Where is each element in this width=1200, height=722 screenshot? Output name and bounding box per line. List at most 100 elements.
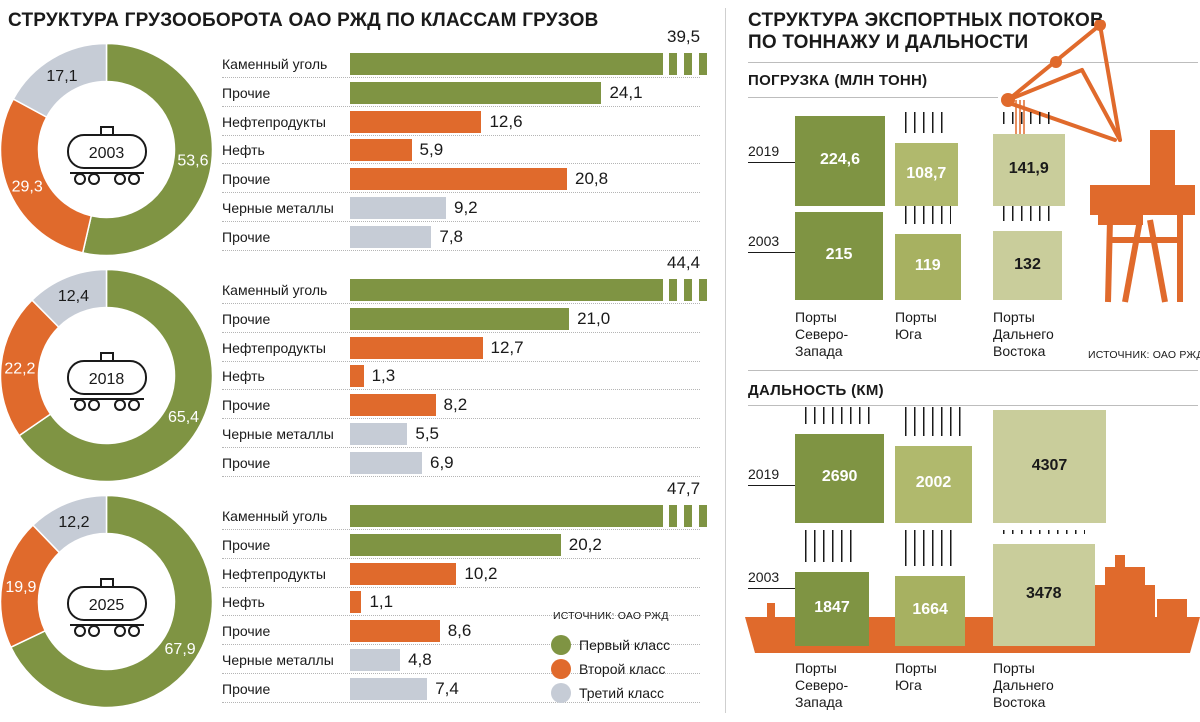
square-value: 224,6	[819, 151, 861, 168]
square-value: 3478	[1025, 585, 1062, 603]
wheel	[128, 173, 140, 185]
right-source: ИСТОЧНИК: ОАО РЖД	[1088, 349, 1200, 361]
bar-break-segment	[699, 53, 707, 75]
legend-swatch	[551, 683, 571, 703]
bar-value: 44,4	[667, 253, 701, 272]
value-square	[795, 572, 869, 646]
bar-value: 5,9	[419, 140, 444, 160]
donut-slice	[31, 495, 108, 554]
bar-value: 20,2	[568, 534, 602, 554]
bar-break-segment	[684, 279, 692, 301]
donut-year-label: 2025	[89, 597, 125, 614]
donut-slice-label: 65,4	[168, 409, 199, 426]
hatch-marks	[905, 206, 951, 225]
loading-rule	[748, 97, 998, 98]
bar-value: 47,7	[667, 479, 701, 498]
bar	[350, 81, 602, 104]
category-label: Прочие	[222, 623, 271, 640]
row-rule	[222, 447, 700, 448]
row-rule	[222, 192, 700, 194]
donut-slice-label: 17,1	[46, 68, 77, 85]
row-rule	[222, 586, 700, 588]
bar	[350, 110, 482, 133]
row-rule	[222, 163, 700, 165]
hatch-marks	[805, 530, 859, 562]
bar	[350, 562, 457, 585]
region-label: Порты Дальнего Востока	[993, 309, 1054, 359]
value-square	[795, 116, 885, 206]
square-value: 215	[825, 245, 853, 263]
bar	[350, 533, 561, 556]
row-rule	[222, 673, 700, 674]
year-leader-line	[748, 485, 795, 486]
category-label: Прочие	[222, 228, 271, 245]
bar	[350, 279, 663, 301]
bar	[350, 451, 422, 474]
bar-break-segment	[684, 505, 692, 527]
row-rule	[222, 105, 700, 107]
category-label: Прочие	[222, 536, 271, 553]
category-label: Прочие	[222, 680, 271, 697]
bar-value: 1,3	[371, 366, 396, 386]
row-rule	[222, 303, 700, 304]
bar-value: 8,6	[447, 621, 472, 641]
bar-value: 24,1	[609, 82, 643, 102]
row-rule	[222, 134, 700, 136]
row-rule	[222, 701, 700, 703]
left-chart-title: СТРУКТУРА ГРУЗООБОРОТА ОАО РЖД ПО КЛАССА…	[8, 10, 599, 31]
tank-wagon-icon	[67, 352, 147, 411]
legend-label: Первый класс	[579, 637, 671, 653]
bar	[350, 225, 432, 248]
hatch-marks	[805, 407, 875, 424]
category-label: Прочие	[222, 84, 271, 101]
year-label: 2003	[748, 233, 780, 249]
category-label: Нефть	[222, 594, 265, 611]
hatch-marks	[1003, 530, 1085, 535]
wheel	[114, 625, 126, 637]
right-chart-title: СТРУКТУРА ЭКСПОРТНЫХ ПОТОКОВ ПО ТОННАЖУ …	[748, 10, 1104, 54]
category-label: Прочие	[222, 171, 271, 188]
donut-slice	[12, 43, 108, 119]
bar-value: 12,7	[490, 337, 524, 357]
value-square	[895, 445, 973, 523]
donut-slice-label: 29,3	[12, 178, 43, 195]
bar	[350, 423, 408, 445]
donut-slice-label: 53,6	[177, 152, 208, 169]
bar-value: 21,0	[577, 308, 611, 328]
legend-label: Второй класс	[579, 661, 666, 677]
category-label: Прочие	[222, 454, 271, 471]
hatch-marks	[905, 112, 948, 134]
square-value: 1664	[912, 600, 948, 618]
region-label: Порты Юга	[895, 309, 937, 342]
bar-value: 39,5	[667, 27, 701, 46]
hatch-marks	[1003, 206, 1052, 221]
distance-title: ДАЛЬНОСТЬ (КМ)	[748, 382, 884, 399]
wheel	[88, 173, 100, 185]
tank-wagon-icon	[67, 126, 147, 185]
distance-top-rule	[748, 370, 1198, 371]
bar	[350, 591, 362, 614]
row-rule	[222, 77, 700, 78]
square-value: 4307	[1031, 456, 1068, 474]
bar-break-segment	[669, 53, 677, 75]
value-square	[993, 134, 1065, 206]
value-square	[895, 575, 966, 646]
category-label: Черные металлы	[222, 652, 334, 668]
bar-value: 1,1	[369, 592, 394, 612]
bar-break-segment	[699, 279, 707, 301]
wheel	[88, 399, 100, 411]
donut-slice	[18, 269, 213, 482]
donut-chart-2025: 67,9 19,9 12,2 2025	[0, 495, 213, 708]
bar-break-segment	[684, 53, 692, 75]
value-square	[895, 143, 958, 206]
bar-value: 10,2	[464, 563, 498, 583]
value-square	[993, 544, 1095, 646]
bar-break-segment	[699, 505, 707, 527]
row-rule	[222, 644, 700, 646]
loading-title: ПОГРУЗКА (МЛН ТОНН)	[748, 72, 928, 89]
square-value: 1847	[814, 599, 850, 616]
loading-top-rule	[748, 62, 1198, 63]
row-rule	[222, 475, 700, 477]
bar-value: 9,2	[453, 198, 478, 217]
row-rule	[222, 249, 700, 251]
